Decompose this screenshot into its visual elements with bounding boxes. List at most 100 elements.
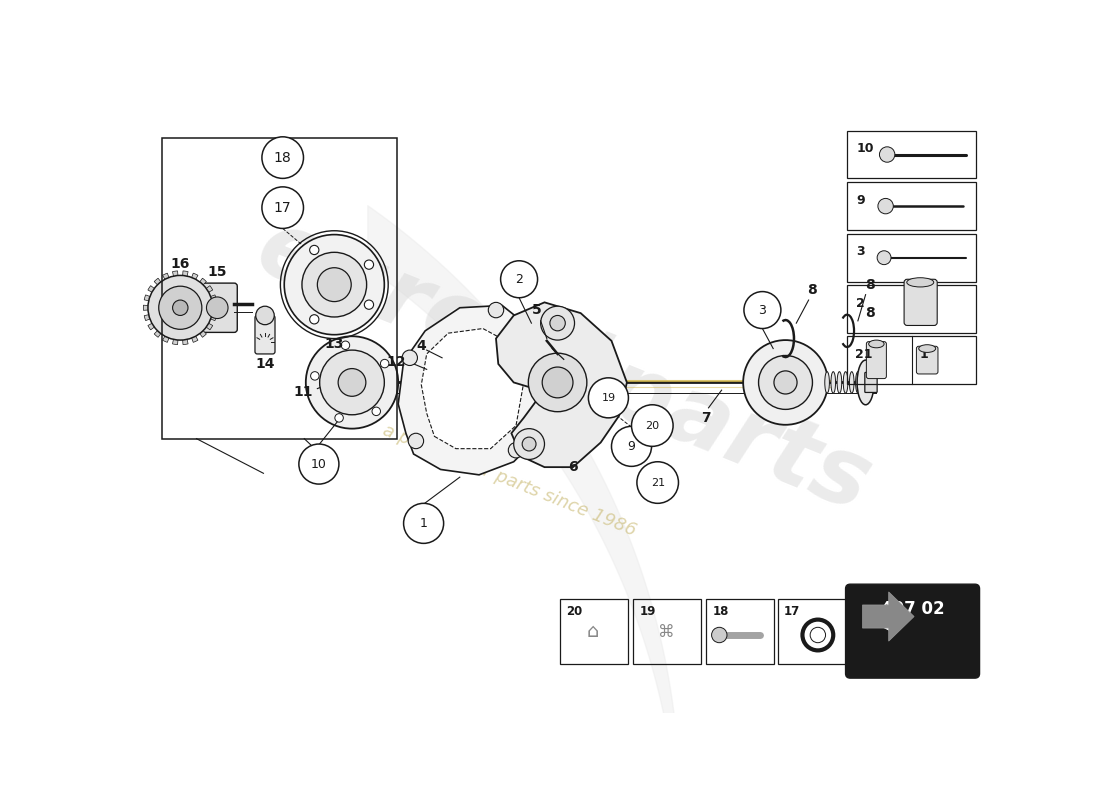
Circle shape xyxy=(147,275,212,340)
Ellipse shape xyxy=(844,372,848,394)
Circle shape xyxy=(173,300,188,315)
Ellipse shape xyxy=(918,345,936,353)
Circle shape xyxy=(508,442,524,458)
Text: 10: 10 xyxy=(311,458,327,470)
Text: 1: 1 xyxy=(920,348,928,361)
Circle shape xyxy=(404,503,443,543)
Ellipse shape xyxy=(825,372,829,394)
FancyBboxPatch shape xyxy=(904,279,937,326)
Circle shape xyxy=(310,372,319,380)
Text: 12: 12 xyxy=(386,354,406,369)
Circle shape xyxy=(744,340,828,425)
Text: a passion for parts since 1986: a passion for parts since 1986 xyxy=(381,422,639,540)
Text: 21: 21 xyxy=(855,348,872,361)
Text: 3: 3 xyxy=(856,246,865,258)
Circle shape xyxy=(158,286,202,330)
Circle shape xyxy=(631,405,673,446)
Circle shape xyxy=(542,367,573,398)
Wedge shape xyxy=(144,295,153,302)
Text: 17: 17 xyxy=(274,201,292,214)
Circle shape xyxy=(310,246,319,254)
Circle shape xyxy=(317,268,351,302)
FancyBboxPatch shape xyxy=(197,283,238,332)
Text: 7: 7 xyxy=(702,411,711,425)
Bar xyxy=(847,286,977,333)
Bar xyxy=(847,130,977,178)
Circle shape xyxy=(759,355,813,410)
Circle shape xyxy=(810,627,826,642)
Text: 14: 14 xyxy=(255,357,275,371)
Ellipse shape xyxy=(906,278,934,287)
Circle shape xyxy=(488,302,504,318)
FancyBboxPatch shape xyxy=(867,342,887,378)
Circle shape xyxy=(540,306,574,340)
Circle shape xyxy=(637,462,679,503)
Wedge shape xyxy=(183,271,188,279)
Circle shape xyxy=(341,341,350,350)
Text: ⌂: ⌂ xyxy=(586,622,600,642)
Bar xyxy=(847,336,977,384)
Bar xyxy=(162,138,397,438)
Circle shape xyxy=(612,426,651,466)
Circle shape xyxy=(284,234,384,334)
FancyBboxPatch shape xyxy=(865,373,877,393)
Bar xyxy=(778,599,846,664)
Text: 407 02: 407 02 xyxy=(881,600,945,618)
Wedge shape xyxy=(204,322,212,330)
Text: 1: 1 xyxy=(420,517,428,530)
Wedge shape xyxy=(173,271,178,279)
Ellipse shape xyxy=(830,372,836,394)
Text: 18: 18 xyxy=(713,605,728,618)
Text: 9: 9 xyxy=(856,194,865,206)
Text: 5: 5 xyxy=(532,303,541,317)
Bar xyxy=(847,234,977,282)
Text: 2: 2 xyxy=(856,297,865,310)
Circle shape xyxy=(528,353,586,412)
Text: 15: 15 xyxy=(208,265,227,278)
Circle shape xyxy=(364,260,374,270)
Circle shape xyxy=(306,336,398,429)
Circle shape xyxy=(320,350,384,414)
Text: 16: 16 xyxy=(170,257,190,271)
Wedge shape xyxy=(163,273,170,282)
Circle shape xyxy=(262,137,304,178)
Wedge shape xyxy=(208,295,217,302)
Circle shape xyxy=(535,374,550,390)
Text: 11: 11 xyxy=(294,386,313,399)
Wedge shape xyxy=(147,322,157,330)
Text: 20: 20 xyxy=(566,605,582,618)
Text: 8: 8 xyxy=(866,306,876,320)
Wedge shape xyxy=(183,336,188,345)
Wedge shape xyxy=(143,305,151,310)
Bar xyxy=(706,599,774,664)
Circle shape xyxy=(255,306,274,325)
Wedge shape xyxy=(190,273,198,282)
Bar xyxy=(560,599,628,664)
Text: 18: 18 xyxy=(274,150,292,165)
Text: 4: 4 xyxy=(417,339,426,354)
Circle shape xyxy=(588,378,628,418)
Wedge shape xyxy=(204,286,212,294)
Ellipse shape xyxy=(869,340,884,348)
Text: 3: 3 xyxy=(759,303,767,317)
Wedge shape xyxy=(209,305,218,310)
Bar xyxy=(847,182,977,230)
Text: 19: 19 xyxy=(639,605,656,618)
Circle shape xyxy=(299,444,339,484)
Circle shape xyxy=(712,627,727,642)
Polygon shape xyxy=(421,329,524,449)
Wedge shape xyxy=(208,314,217,321)
Text: 8: 8 xyxy=(806,283,816,297)
Circle shape xyxy=(744,291,781,329)
Circle shape xyxy=(522,437,536,451)
Circle shape xyxy=(334,414,343,422)
Circle shape xyxy=(364,300,374,310)
Wedge shape xyxy=(190,334,198,342)
Circle shape xyxy=(514,429,544,459)
Wedge shape xyxy=(173,336,178,345)
Circle shape xyxy=(207,297,228,318)
Text: 10: 10 xyxy=(856,142,873,155)
Circle shape xyxy=(310,314,319,324)
Circle shape xyxy=(262,187,304,229)
Text: 17: 17 xyxy=(784,605,800,618)
